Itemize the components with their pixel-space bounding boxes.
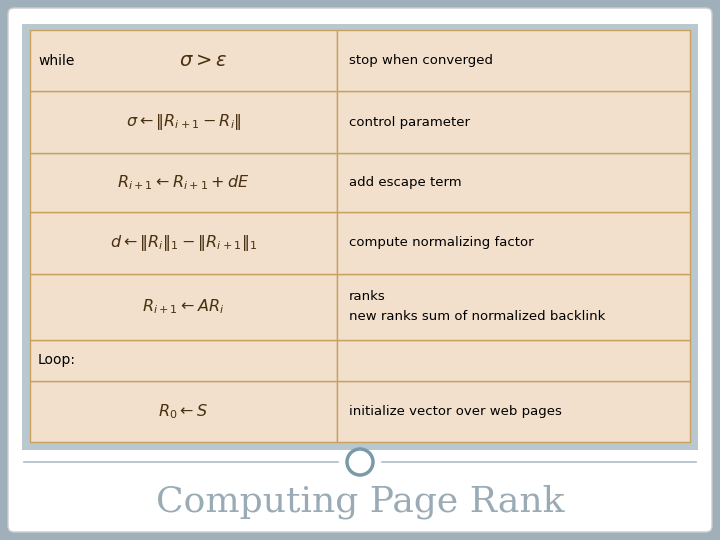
FancyBboxPatch shape	[30, 340, 337, 381]
FancyBboxPatch shape	[337, 30, 690, 91]
Text: new ranks sum of normalized backlink: new ranks sum of normalized backlink	[349, 310, 606, 323]
FancyBboxPatch shape	[337, 212, 690, 274]
Text: compute normalizing factor: compute normalizing factor	[349, 237, 534, 249]
Text: add escape term: add escape term	[349, 176, 462, 189]
FancyBboxPatch shape	[30, 91, 337, 153]
Text: stop when converged: stop when converged	[349, 54, 493, 67]
Text: $d \leftarrow \|R_i\|_1 - \|R_{i+1}\|_1$: $d \leftarrow \|R_i\|_1 - \|R_{i+1}\|_1$	[109, 233, 257, 253]
Text: $\sigma \leftarrow \|R_{i+1} - R_i\|$: $\sigma \leftarrow \|R_{i+1} - R_i\|$	[126, 112, 241, 132]
FancyBboxPatch shape	[337, 340, 690, 381]
Text: $R_{i+1} \leftarrow AR_i$: $R_{i+1} \leftarrow AR_i$	[143, 297, 225, 316]
FancyBboxPatch shape	[8, 8, 712, 532]
FancyBboxPatch shape	[337, 381, 690, 442]
FancyBboxPatch shape	[337, 91, 690, 153]
FancyBboxPatch shape	[337, 274, 690, 340]
FancyBboxPatch shape	[30, 30, 337, 91]
FancyBboxPatch shape	[30, 381, 337, 442]
Text: $\sigma > \varepsilon$: $\sigma > \varepsilon$	[179, 51, 228, 70]
Text: Loop:: Loop:	[38, 353, 76, 367]
Text: $R_0 \leftarrow S$: $R_0 \leftarrow S$	[158, 402, 209, 421]
FancyBboxPatch shape	[30, 153, 337, 212]
Text: initialize vector over web pages: initialize vector over web pages	[349, 405, 562, 418]
FancyBboxPatch shape	[30, 274, 337, 340]
Text: while: while	[38, 53, 74, 68]
Text: Computing Page Rank: Computing Page Rank	[156, 485, 564, 519]
Text: ranks: ranks	[349, 290, 386, 303]
FancyBboxPatch shape	[30, 212, 337, 274]
Text: control parameter: control parameter	[349, 116, 470, 129]
FancyBboxPatch shape	[337, 153, 690, 212]
Text: $R_{i+1} \leftarrow R_{i+1} + dE$: $R_{i+1} \leftarrow R_{i+1} + dE$	[117, 173, 250, 192]
FancyBboxPatch shape	[22, 24, 698, 450]
